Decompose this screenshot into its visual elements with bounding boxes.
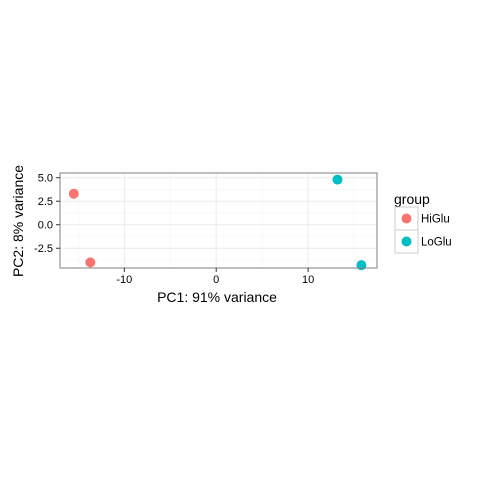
legend-label-higlu: HiGlu	[421, 214, 450, 226]
legend-key-loglu	[401, 236, 412, 247]
x-tick-label: -10	[116, 274, 132, 286]
point-higlu	[85, 257, 96, 268]
point-loglu	[332, 174, 343, 185]
legend-entries: HiGlu LoGlu	[394, 206, 452, 254]
y-tick-label: -2.5	[34, 243, 53, 255]
x-axis-ticks: -10 0 10	[116, 268, 314, 286]
legend-label-loglu: LoGlu	[421, 237, 452, 249]
y-axis-ticks: -2.5 0.0 2.5 5.0	[34, 173, 60, 255]
legend-title: group	[394, 191, 430, 207]
point-loglu	[356, 260, 367, 271]
legend: group HiGlu LoGlu	[394, 191, 452, 254]
x-tick-label: 10	[302, 274, 314, 286]
x-tick-label: 0	[213, 274, 219, 286]
minor-gridlines	[60, 173, 377, 268]
y-tick-label: 0.0	[38, 220, 53, 232]
plot-panel	[60, 173, 377, 268]
major-gridlines	[60, 173, 377, 268]
plot-panel-border	[59, 172, 378, 269]
legend-key-higlu	[401, 213, 412, 224]
y-tick-label: 5.0	[38, 173, 53, 185]
point-higlu	[68, 188, 79, 199]
y-tick-label: 2.5	[38, 196, 53, 208]
y-axis-title: PC2: 8% variance	[10, 165, 26, 277]
x-axis-title: PC1: 91% variance	[157, 289, 277, 305]
